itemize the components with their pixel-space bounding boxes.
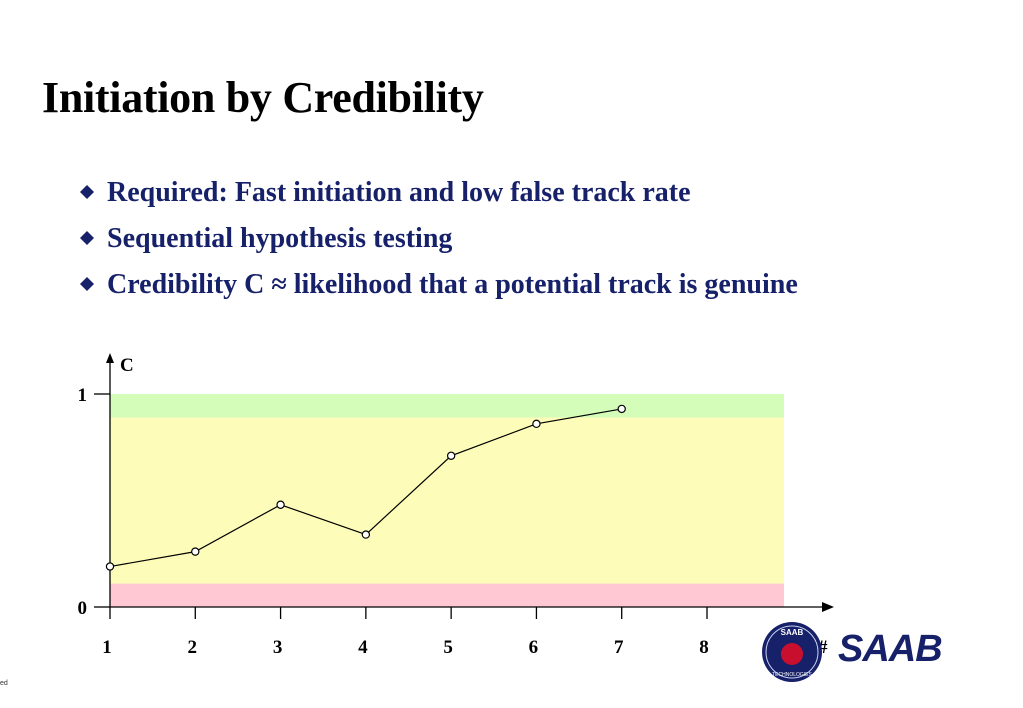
data-point: [446, 451, 456, 460]
x-tick-label: 7: [614, 637, 624, 658]
diamond-bullet-icon: [80, 185, 94, 199]
x-tick-label: 3: [273, 637, 283, 658]
credibility-chart: 1 2 3 4 5 6 7 801 C #: [78, 353, 834, 658]
bullet-item: Required: Fast initiation and low false …: [78, 176, 798, 210]
bullet-text: Required: Fast initiation and low false …: [107, 177, 691, 208]
slide-title: Initiation by Credibility: [42, 73, 484, 122]
credibility-bands: [110, 394, 784, 607]
diamond-bullet-icon: [80, 231, 94, 245]
footer-fragment: ed: [0, 680, 8, 687]
bullet-text: Credibility C ≈ likelihood that a potent…: [107, 269, 798, 300]
saab-logo: SAAB: [838, 628, 943, 670]
x-tick-label: 6: [529, 637, 539, 658]
badge-top-text: SAAB: [781, 628, 804, 637]
x-tick-label: 8: [699, 637, 709, 658]
y-axis-label: C: [120, 355, 134, 376]
bullet-item: Sequential hypothesis testing: [78, 222, 798, 256]
x-tick-label: 1: [102, 637, 112, 658]
data-point: [532, 419, 541, 429]
x-axis-label: #: [818, 637, 828, 658]
data-point: [105, 562, 115, 571]
data-point: [617, 404, 626, 414]
credibility-series: [105, 404, 626, 571]
y-axis-arrow-icon: [106, 353, 114, 363]
y-tick-label: 1: [78, 385, 88, 406]
x-tick-label: 2: [188, 637, 198, 658]
axis-ticks: 1 2 3 4 5 6 7 801: [78, 385, 709, 658]
band-rect: [110, 394, 784, 418]
bullet-item: Credibility C ≈ likelihood that a potent…: [78, 268, 798, 302]
badge-bottom-text: TECHNOLOGIES: [772, 672, 812, 678]
band-rect: [110, 417, 784, 584]
x-tick-label: 5: [443, 637, 453, 658]
saab-badge-icon: SAAB TECHNOLOGIES: [762, 622, 822, 682]
x-axis-arrow-icon: [822, 602, 834, 612]
data-point: [361, 530, 371, 539]
bullet-list: Required: Fast initiation and low false …: [78, 176, 798, 314]
bullet-text: Sequential hypothesis testing: [107, 223, 453, 254]
data-point: [276, 500, 285, 509]
x-tick-label: 4: [358, 637, 368, 658]
data-point: [191, 547, 200, 556]
band-rect: [110, 583, 784, 607]
y-tick-label: 0: [78, 598, 88, 619]
diamond-bullet-icon: [80, 277, 94, 291]
